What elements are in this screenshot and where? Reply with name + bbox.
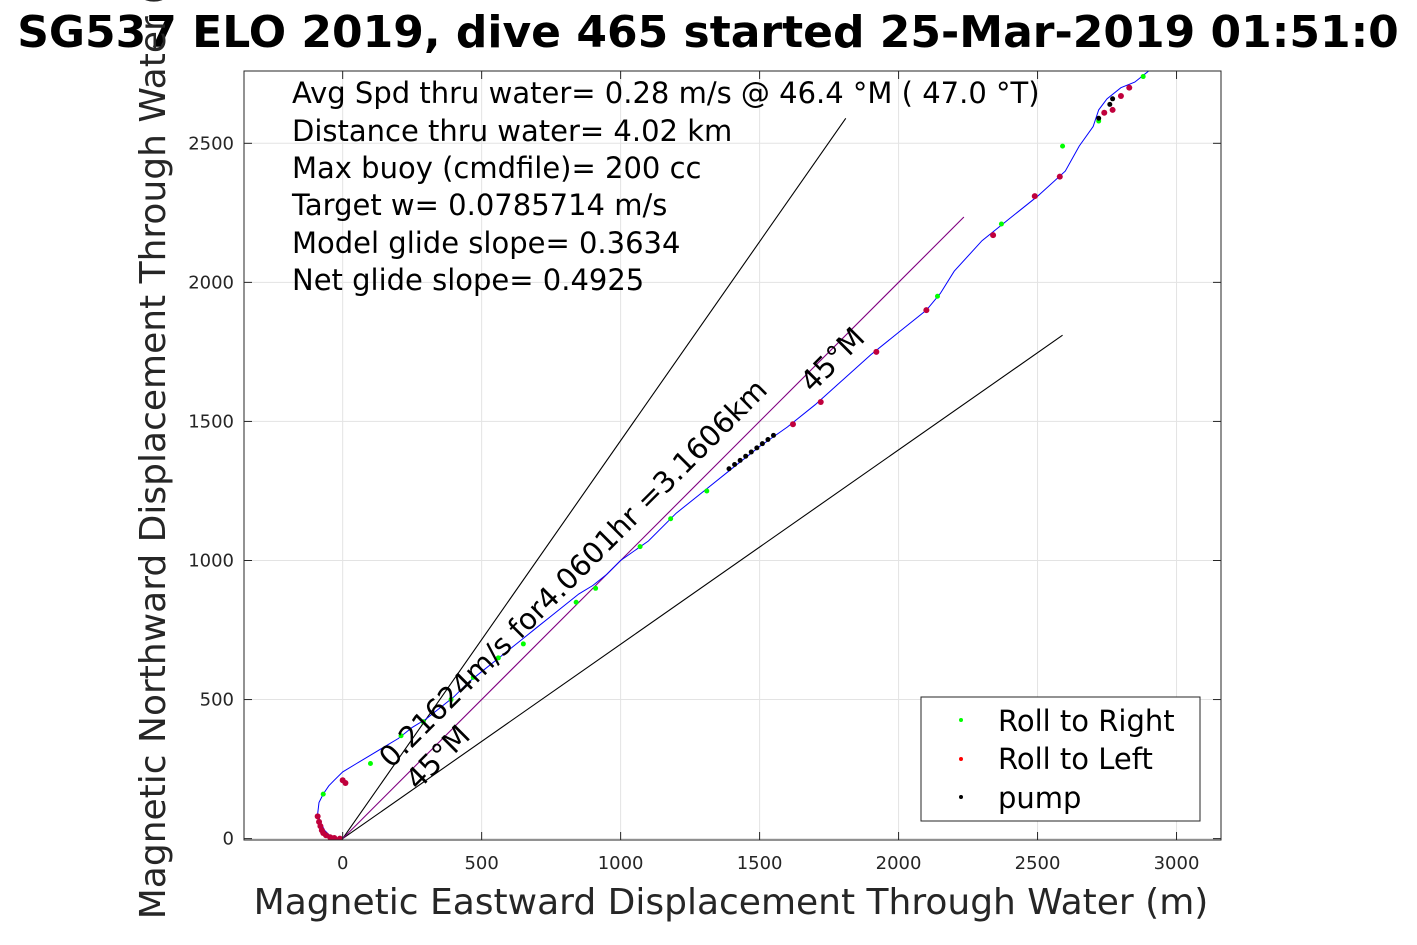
roll-right-point xyxy=(367,761,373,767)
stats-line: Distance thru water= 4.02 km xyxy=(292,114,732,148)
pump-point xyxy=(759,441,765,447)
pump-point xyxy=(743,453,749,459)
reference-line xyxy=(342,216,965,839)
roll-right-point xyxy=(520,641,526,647)
pump-point xyxy=(754,445,760,451)
roll-right-point xyxy=(934,293,940,299)
roll-left-point xyxy=(990,232,997,239)
pump-point xyxy=(1110,96,1116,102)
roll-left-point xyxy=(817,398,824,405)
roll-right-point xyxy=(398,733,404,739)
stats-line: Model glide slope= 0.3634 xyxy=(292,226,680,260)
roll-right-point xyxy=(320,791,326,797)
legend: Roll to Right Roll to Left pump xyxy=(920,696,1201,822)
roll-left-point xyxy=(336,835,343,840)
roll-right-point xyxy=(704,488,710,494)
pump-point xyxy=(748,449,754,455)
grid xyxy=(244,71,1221,840)
roll-left-point xyxy=(873,348,880,355)
stats-line: Max buoy (cmdfile)= 200 cc xyxy=(292,151,701,185)
x-tick-label: 3000 xyxy=(1154,853,1200,874)
roll-left-point xyxy=(789,421,796,428)
pump-point xyxy=(770,432,776,438)
roll-left-point xyxy=(1056,173,1063,180)
pump-point xyxy=(1096,115,1102,121)
reference-line xyxy=(342,334,1063,840)
y-tick-label: 0 xyxy=(223,829,234,850)
y-tick-label: 2000 xyxy=(188,272,234,293)
roll-right-point xyxy=(495,655,501,661)
roll-left-point xyxy=(1109,106,1116,113)
legend-box xyxy=(920,696,1201,822)
plot-content xyxy=(314,71,1150,840)
legend-label-pump: pump xyxy=(998,781,1081,815)
plot-area-frame xyxy=(243,70,1222,841)
x-tick-label: 0 xyxy=(337,853,348,874)
roll-left-point xyxy=(331,835,338,840)
roll-right-point xyxy=(668,516,674,522)
roll-right-point xyxy=(470,674,476,680)
chart-title: SG537 ELO 2019, dive 465 started 25-Mar-… xyxy=(17,7,1399,58)
x-tick-label: 1500 xyxy=(737,853,783,874)
y-tick-label: 1000 xyxy=(188,550,234,571)
legend-marker-pump xyxy=(959,795,963,799)
x-tick-label: 500 xyxy=(464,853,498,874)
roll-left-point xyxy=(1117,93,1124,100)
roll-right-point xyxy=(637,544,643,550)
roll-left-point xyxy=(1126,84,1133,91)
pump-point xyxy=(726,466,732,472)
y-tick-label: 500 xyxy=(200,690,234,711)
pump-point xyxy=(765,437,771,443)
roll-right-point xyxy=(420,719,426,725)
x-tick-label: 2000 xyxy=(876,853,922,874)
pump-point xyxy=(1107,101,1113,107)
roll-left-point xyxy=(1031,193,1038,200)
track-line xyxy=(317,71,1150,840)
roll-right-point xyxy=(998,221,1004,227)
stats-text-block: Avg Spd thru water= 0.28 m/s @ 46.4 °M (… xyxy=(291,76,1040,297)
pump-point xyxy=(737,457,743,463)
roll-right-point xyxy=(448,697,454,703)
legend-label-roll-left: Roll to Left xyxy=(998,742,1153,776)
roll-right-point xyxy=(1060,143,1066,149)
legend-marker-roll-left xyxy=(959,757,963,761)
x-tick-label: 2500 xyxy=(1015,853,1061,874)
roll-left-point xyxy=(314,813,321,820)
roll-left-point xyxy=(1101,109,1108,116)
roll-right-point xyxy=(593,585,599,591)
roll-left-point xyxy=(339,777,346,784)
stats-line: Target w= 0.0785714 m/s xyxy=(291,188,667,222)
x-axis-label: Magnetic Eastward Displacement Through W… xyxy=(254,882,1209,923)
x-tick-label: 1000 xyxy=(598,853,644,874)
legend-marker-roll-right xyxy=(959,718,963,722)
y-tick-label: 1500 xyxy=(188,411,234,432)
stats-line: Avg Spd thru water= 0.28 m/s @ 46.4 °M (… xyxy=(292,76,1040,110)
pump-point xyxy=(732,462,738,468)
roll-right-point xyxy=(1140,74,1146,80)
axis-ticks: 0 500 1000 1500 2000 2500 3000 0 500 1000 1500 2000… xyxy=(188,71,1221,874)
legend-label-roll-right: Roll to Right xyxy=(998,704,1175,738)
roll-right-point xyxy=(573,599,579,605)
stats-line: Net glide slope= 0.4925 xyxy=(292,263,644,297)
y-axis-label: Magnetic Northward Displacement Through … xyxy=(133,0,174,919)
roll-left-point xyxy=(923,307,930,314)
y-tick-label: 2500 xyxy=(188,133,234,154)
